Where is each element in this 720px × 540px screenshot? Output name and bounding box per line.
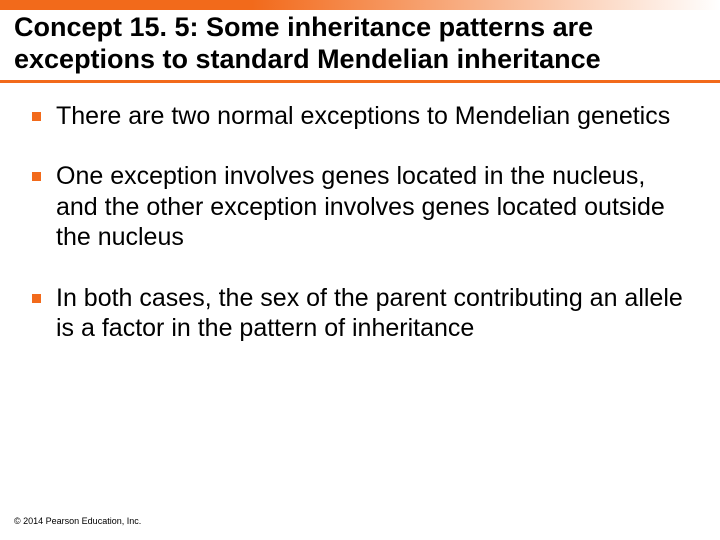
copyright-text: © 2014 Pearson Education, Inc. <box>14 516 141 526</box>
top-accent-bar <box>0 0 720 10</box>
list-item: One exception involves genes located in … <box>56 161 684 253</box>
list-item: There are two normal exceptions to Mende… <box>56 101 684 132</box>
bullet-list: There are two normal exceptions to Mende… <box>0 83 720 344</box>
slide-heading: Concept 15. 5: Some inheritance patterns… <box>0 10 720 83</box>
list-item: In both cases, the sex of the parent con… <box>56 283 684 344</box>
